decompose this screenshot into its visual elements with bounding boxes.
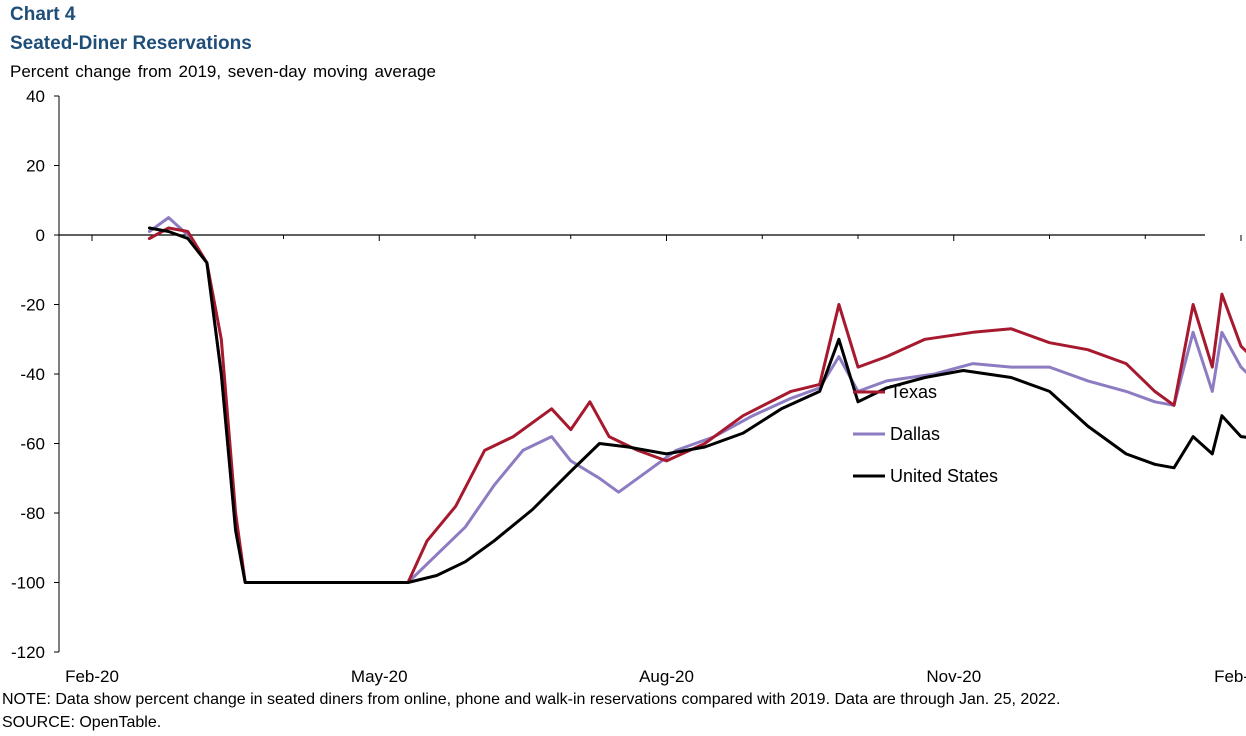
chart-subtitle: Percent change from 2019, seven-day movi… xyxy=(10,62,436,81)
y-tick-label: -120 xyxy=(11,643,45,662)
chart-source: SOURCE: OpenTable. xyxy=(2,714,162,731)
chart-axes: 40 20 0 -20 -40 -60 -80 -100 -120 Feb-20 May-20 Aug… xyxy=(11,87,1246,686)
series-line-united-states xyxy=(147,226,1246,584)
chart-series xyxy=(147,216,1246,584)
chart-note: NOTE: Data show percent change in seated… xyxy=(2,691,1061,708)
x-tick-label: Feb-20 xyxy=(65,667,119,686)
chart-number: Chart 4 xyxy=(10,4,76,25)
legend-label: Dallas xyxy=(890,424,940,444)
y-tick-label: 0 xyxy=(36,226,45,245)
x-tick-label: Nov-20 xyxy=(926,667,981,686)
y-tick-label: -20 xyxy=(20,296,45,315)
chart-title: Seated-Diner Reservations xyxy=(10,33,252,54)
legend-label: Texas xyxy=(890,382,937,402)
y-tick-label: -40 xyxy=(20,365,45,384)
x-tick-label: Aug-20 xyxy=(639,667,694,686)
y-tick-label: -80 xyxy=(20,504,45,523)
x-tick-label: Feb-21 xyxy=(1214,667,1246,686)
series-line-texas xyxy=(147,226,1246,584)
y-tick-label: 20 xyxy=(26,157,45,176)
y-tick-label: -100 xyxy=(11,574,45,593)
y-tick-label: 40 xyxy=(26,87,45,106)
x-tick-label: May-20 xyxy=(351,667,408,686)
series-line-dallas xyxy=(147,216,1246,584)
line-chart: 40 20 0 -20 -40 -60 -80 -100 -120 Feb-20 May-20 Aug… xyxy=(11,87,1246,686)
legend-label: United States xyxy=(890,466,998,486)
y-tick-label: -60 xyxy=(20,435,45,454)
chart-legend: Texas Dallas United States xyxy=(853,382,998,486)
